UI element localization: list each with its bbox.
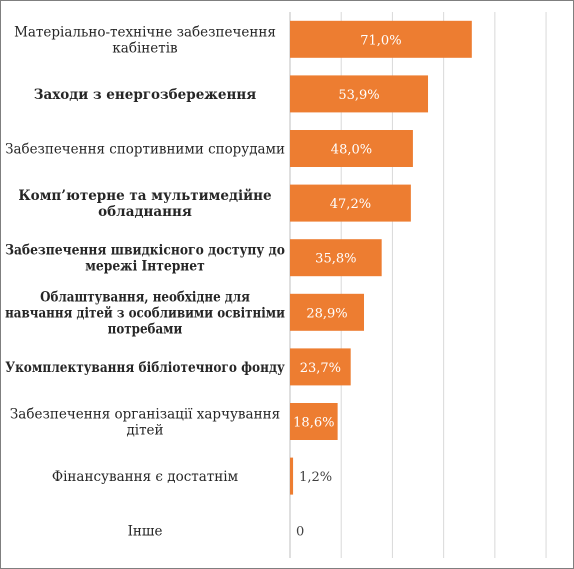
category-label-line: мережі Інтернет xyxy=(85,259,204,275)
category-label: Укомплектування бібліотечного фонду xyxy=(5,360,285,376)
category-label: Заходи з енергозбереження xyxy=(34,87,257,103)
bar xyxy=(290,239,382,277)
category-label-line: Забезпечення організації харчування xyxy=(10,407,280,423)
category-label-line: Заходи з енергозбереження xyxy=(34,87,257,103)
category-label-line: Забезпечення спортивними спорудами xyxy=(5,141,285,157)
category-label: Матеріально-технічне забезпечення кабінет… xyxy=(14,24,276,56)
value-labels: 71,0% 53,9% 48,0% 47,2% 35,8% 28,9% 23,7% 18,6%… xyxy=(293,33,401,539)
bar xyxy=(290,293,365,331)
category-label: Забезпечення організації харчування дітей xyxy=(10,407,280,439)
data-label: 18,6% xyxy=(293,416,334,431)
category-label-line: Інше xyxy=(128,524,163,540)
category-label: Забезпечення спортивними спорудами xyxy=(5,141,285,157)
data-label: 28,9% xyxy=(306,306,347,321)
data-label: 71,0% xyxy=(360,33,401,48)
category-label-line: Укомплектування бібліотечного фонду xyxy=(5,360,285,376)
data-label: 23,7% xyxy=(300,361,341,376)
category-label-line: обладнання xyxy=(98,204,192,220)
bar xyxy=(290,130,413,167)
bar xyxy=(290,403,338,440)
category-labels: Матеріально-технічне забезпечення кабінет… xyxy=(5,24,285,539)
category-label: Фінансування є достатнім xyxy=(52,469,239,485)
bar xyxy=(290,75,429,113)
category-label-line: Фінансування є достатнім xyxy=(52,469,239,485)
bar xyxy=(290,348,351,386)
category-label-line: Облаштування, необхідне для xyxy=(40,289,250,305)
category-label-line: потребами xyxy=(108,321,183,337)
category-label-line: Матеріально-технічне забезпечення xyxy=(14,24,276,40)
bar xyxy=(290,20,472,58)
data-label: 53,9% xyxy=(338,88,379,103)
category-label: Комп’ютерне та мультимедійне обладнання xyxy=(18,188,271,220)
category-label-line: Комп’ютерне та мультимедійне xyxy=(18,188,271,204)
bar xyxy=(290,184,411,222)
category-label: Забезпечення швидкісного доступу до мереж… xyxy=(5,243,285,275)
category-label-line: навчання дітей з особливими освітніми xyxy=(5,305,285,321)
data-label: 0 xyxy=(296,525,304,540)
category-label: Облаштування, необхідне для навчання діте… xyxy=(5,289,285,337)
category-label: Інше xyxy=(128,524,163,540)
bar xyxy=(290,457,294,495)
data-label: 35,8% xyxy=(315,252,356,267)
data-label: 1,2% xyxy=(299,470,332,485)
category-label-line: Забезпечення швидкісного доступу до xyxy=(5,243,285,259)
category-label-line: кабінетів xyxy=(112,40,178,56)
bars xyxy=(290,20,472,495)
category-label-line: дітей xyxy=(126,423,163,439)
data-label: 48,0% xyxy=(331,143,372,158)
data-label: 47,2% xyxy=(330,197,371,212)
